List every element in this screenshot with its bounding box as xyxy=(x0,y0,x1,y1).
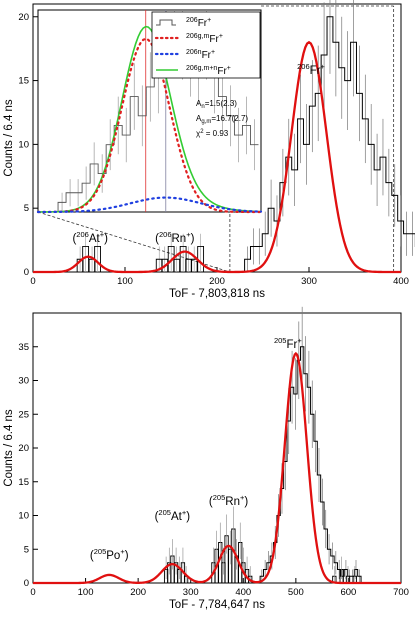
bottom-y-tick-label: 25 xyxy=(18,409,29,420)
top-y-tick-label: 0 xyxy=(24,267,29,278)
bottom-y-tick-label: 0 xyxy=(24,578,29,589)
legend-label: 206g,m+nFr+ xyxy=(186,65,231,77)
inset-n-fit xyxy=(36,196,263,214)
legend-label: 206Fr+ xyxy=(186,17,211,29)
label-205rn: (205Rn+) xyxy=(209,493,248,508)
inset-annotation: χ2 = 0.93 xyxy=(196,129,229,138)
top-x-tick-label: 300 xyxy=(301,276,317,287)
inset-annotation: Ag,m=16.7(2.7) xyxy=(196,114,248,125)
bottom-x-tick-label: 600 xyxy=(340,587,356,598)
top-y-axis-label: Counts / 6.4 ns xyxy=(3,99,15,177)
inset-legend: 206Fr+ 206g,mFr+ 206nFr+ 206g,m+nFr+ xyxy=(151,11,261,79)
bottom-y-axis-label: Counts / 6.4 ns xyxy=(3,409,15,487)
top-x-tick-label: 200 xyxy=(209,276,225,287)
top-peak-labels: 206Fr+ (206At+) (206Rn+) xyxy=(72,62,325,245)
bottom-main-histogram xyxy=(259,346,362,583)
top-y-tick-label: 5 xyxy=(24,203,29,214)
top-y-tick-label: 20 xyxy=(18,12,29,23)
bottom-chart: ToF - 7,784,647 ns Counts / 6.4 ns 0 100 2… xyxy=(3,306,409,611)
bottom-fit-curve xyxy=(33,351,401,585)
bottom-fit-line xyxy=(33,351,401,585)
top-fit-curve xyxy=(33,40,401,274)
label-205at: (205At+) xyxy=(155,508,191,523)
legend-marker-histogram xyxy=(156,19,176,26)
bottom-x-axis-label: ToF - 7,784,647 ns xyxy=(169,599,265,611)
top-x-tick-label: 0 xyxy=(30,276,35,287)
bottom-peak-labels: (205Po+) (205At+) (205Rn+) 205Fr+ xyxy=(90,336,302,562)
label-205fr: 205Fr+ xyxy=(274,336,302,351)
top-x-tick-label: 100 xyxy=(117,276,133,287)
label-205po: (205Po+) xyxy=(90,547,129,562)
bottom-y-tick-label: 35 xyxy=(18,342,29,353)
label-206rn: (206Rn+) xyxy=(155,230,194,245)
top-main-histogram xyxy=(244,16,415,272)
bottom-plot-frame xyxy=(32,312,402,584)
top-y-tick-label: 10 xyxy=(18,139,29,150)
top-ticks: 0 100 200 300 400 0 5 10 15 20 xyxy=(18,12,409,287)
bottom-x-tick-label: 400 xyxy=(235,587,251,598)
legend-label: 206nFr+ xyxy=(186,49,215,61)
top-histogram xyxy=(76,0,415,272)
bottom-y-tick-label: 20 xyxy=(18,443,29,454)
bottom-y-tick-label: 5 xyxy=(24,544,29,555)
inset-gm-fit xyxy=(36,37,263,214)
bottom-x-tick-label: 500 xyxy=(288,587,304,598)
label-206fr: 206Fr+ xyxy=(297,62,325,77)
bottom-x-tick-label: 700 xyxy=(393,587,409,598)
bottom-x-tick-label: 0 xyxy=(30,587,35,598)
top-x-tick-label: 400 xyxy=(393,276,409,287)
top-fit-line xyxy=(33,40,401,274)
label-206at: (206At+) xyxy=(72,230,108,245)
legend-label: 206g,mFr+ xyxy=(186,33,223,45)
bottom-x-tick-label: 100 xyxy=(78,587,94,598)
inset-legend-box xyxy=(151,11,261,79)
bottom-histogram xyxy=(163,306,362,583)
bottom-y-tick-label: 10 xyxy=(18,511,29,522)
bottom-x-tick-label: 200 xyxy=(130,587,146,598)
inset-annotation: An=1.5(2.3) xyxy=(196,99,237,110)
top-chart: ToF - 7,803,818 ns Counts / 6.4 ns 0 100 2… xyxy=(3,0,415,300)
bottom-x-tick-label: 300 xyxy=(183,587,199,598)
bottom-y-tick-label: 15 xyxy=(18,477,29,488)
inset-chart: 206Fr+ 206g,mFr+ 206nFr+ 206g,m+nFr+ An=1.5(… xyxy=(36,9,263,214)
bottom-y-tick-label: 30 xyxy=(18,376,29,387)
top-small-histogram xyxy=(76,246,101,272)
top-x-axis-label: ToF - 7,803,818 ns xyxy=(169,288,265,300)
top-small-histogram xyxy=(155,246,205,272)
top-y-tick-label: 15 xyxy=(18,76,29,87)
